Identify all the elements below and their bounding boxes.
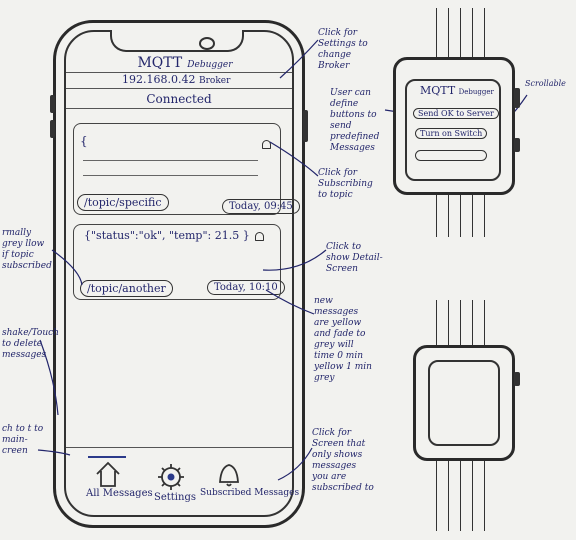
annotation-grey-yellow: rmally grey llow if topic subscribed — [2, 228, 52, 271]
topic-badge: /topic/specific — [77, 194, 169, 211]
broker-divider — [66, 88, 292, 89]
broker-label: Broker — [198, 76, 231, 86]
message-payload: { — [80, 134, 88, 148]
strap-line — [484, 195, 485, 237]
strap-line — [484, 300, 485, 348]
home-icon — [96, 461, 120, 487]
tab-all-messages[interactable]: All Messages — [78, 458, 153, 506]
phone-outline — [53, 20, 305, 528]
tab-subscribed-messages[interactable]: Subscribed Messages — [200, 458, 299, 506]
bell-icon[interactable] — [255, 232, 264, 241]
annotation-user-define: User can define buttons to send predefin… — [330, 88, 380, 153]
annotation-subscribe: Click for Subscribing to topic — [318, 168, 373, 200]
strap-line — [448, 461, 449, 531]
camera-icon — [199, 37, 215, 50]
strap-line — [472, 195, 473, 237]
annotation-switch-main: ch to t to main- creen — [2, 424, 44, 456]
message-payload: {"status":"ok", "temp": 21.5 } — [84, 229, 250, 242]
strap-line — [436, 461, 437, 531]
tab-label: Settings — [154, 492, 196, 503]
strap-line — [436, 300, 437, 348]
annotation-settings: Click for Settings to change Broker — [318, 28, 368, 71]
watch-crown — [514, 88, 520, 108]
strap-line — [448, 8, 449, 60]
volume-up-button — [50, 95, 55, 113]
broker-address: 192.168.0.42 — [122, 73, 196, 86]
watch-screen — [428, 360, 500, 446]
timestamp-badge: Today, 09:45 — [222, 199, 300, 214]
annotation-swipe: shake/Touch to delete messages — [2, 328, 59, 360]
strap-line — [472, 8, 473, 60]
connection-status: Connected — [146, 92, 212, 106]
watch-subtitle: Debugger — [458, 88, 494, 96]
watch-app-title: MQTT Debugger — [420, 84, 494, 97]
topic-badge: /topic/another — [80, 280, 173, 297]
tab-settings[interactable]: Settings — [150, 458, 200, 506]
strap-line — [436, 8, 437, 60]
annotation-scrollable: Scrollable — [525, 79, 566, 88]
strap-line — [460, 8, 461, 60]
strap-line — [472, 300, 473, 348]
strap-line — [484, 8, 485, 60]
payload-scribble — [83, 175, 258, 176]
annotation-subscribed-screen: Click for Screen that only shows message… — [312, 428, 374, 493]
watch-send-button[interactable]: Send OK to Server — [413, 108, 499, 119]
strap-line — [448, 195, 449, 237]
power-button — [303, 110, 308, 142]
annotation-new-messages: new messages are yellow and fade to grey… — [314, 296, 372, 383]
app-header[interactable]: MQTT Debugger — [120, 52, 250, 71]
watch-switch-button[interactable]: Turn on Switch — [415, 128, 488, 139]
bell-icon[interactable] — [262, 140, 271, 149]
strap-line — [460, 300, 461, 348]
status-divider — [66, 108, 292, 109]
message-card[interactable] — [73, 123, 281, 215]
strap-line — [448, 300, 449, 348]
strap-line — [460, 461, 461, 531]
message-card[interactable] — [73, 224, 281, 300]
tabbar-divider — [66, 447, 292, 448]
watch-crown — [514, 372, 520, 386]
payload-scribble — [83, 160, 258, 161]
gear-icon — [158, 464, 184, 490]
strap-line — [460, 195, 461, 237]
watch-screen — [405, 79, 501, 181]
strap-line — [484, 461, 485, 531]
watch-side-button — [514, 138, 520, 152]
app-title: MQTT — [137, 55, 183, 71]
bell-icon — [219, 464, 239, 487]
active-tab-indicator — [88, 456, 126, 458]
strap-line — [436, 195, 437, 237]
tab-label: Subscribed Messages — [200, 488, 300, 498]
header-divider — [66, 72, 292, 73]
strap-line — [472, 461, 473, 531]
app-subtitle: Debugger — [187, 60, 233, 70]
volume-down-button — [50, 120, 55, 138]
tab-label: All Messages — [86, 488, 153, 499]
timestamp-badge: Today, 10:10 — [207, 280, 285, 295]
broker-info[interactable]: 192.168.0.42 Broker — [122, 73, 230, 86]
annotation-detail: Click to show Detail-Screen — [326, 242, 383, 274]
watch-extra-button[interactable] — [415, 150, 487, 161]
watch-title: MQTT — [420, 84, 456, 97]
